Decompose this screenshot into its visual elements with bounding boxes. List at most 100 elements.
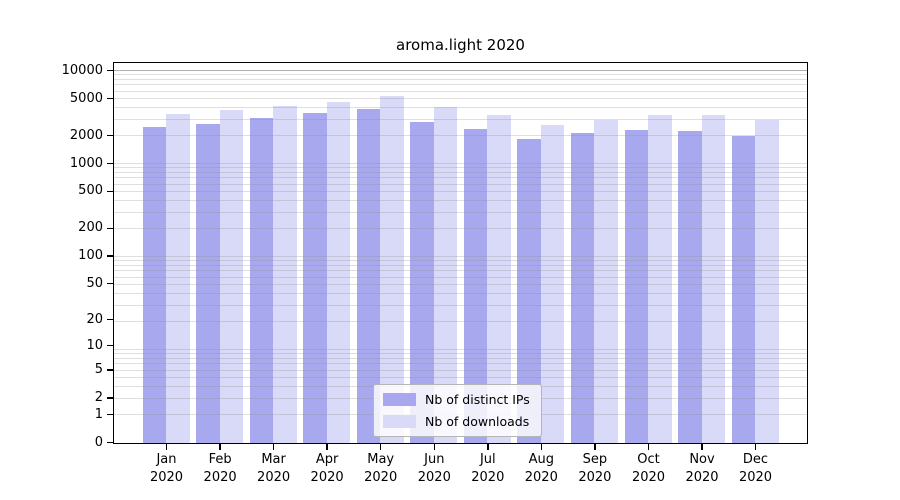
bar-downloads-apr <box>326 101 351 443</box>
x-tick-label: Feb 2020 <box>203 452 237 485</box>
gridline <box>114 228 807 229</box>
x-tick-mark <box>594 444 596 450</box>
gridline <box>114 167 807 169</box>
x-tick-label: Jul 2020 <box>471 452 505 485</box>
y-tick-label: 1000 <box>69 155 103 171</box>
x-tick-label: Oct 2020 <box>631 452 666 485</box>
y-tick-label: 5000 <box>69 90 103 106</box>
x-tick-mark <box>272 444 275 450</box>
bar-downloads-feb <box>219 110 243 443</box>
gridline <box>114 135 807 136</box>
y-tick-label: 500 <box>78 183 103 199</box>
bar-downloads-mar <box>273 105 297 443</box>
bar-distinct-ips-oct <box>624 129 648 443</box>
gridline <box>114 177 807 179</box>
x-tick-mark <box>487 444 489 450</box>
gridline <box>114 79 807 80</box>
gridline <box>114 183 807 185</box>
legend-swatch-distinct-ips <box>383 393 416 406</box>
gridline <box>114 353 807 355</box>
gridline <box>114 260 807 262</box>
x-tick-label: Nov 2020 <box>685 452 719 485</box>
y-tick-label: 50 <box>86 275 103 291</box>
gridline <box>114 293 807 294</box>
x-tick-mark <box>540 444 543 450</box>
bar-distinct-ips-jul <box>463 129 488 443</box>
x-tick-mark <box>754 444 757 450</box>
x-tick-label: Mar 2020 <box>257 452 291 485</box>
x-tick-mark <box>165 444 168 450</box>
x-tick-label: Aug 2020 <box>524 452 558 485</box>
bar-downloads-sep <box>594 120 618 443</box>
bar-downloads-oct <box>648 114 672 443</box>
gridline <box>114 304 807 306</box>
plot-area: Nb of distinct IPs Nb of downloads <box>113 62 808 444</box>
x-tick-label: Jan 2020 <box>149 452 184 485</box>
y-tick-label: 1 <box>94 406 103 422</box>
y-tick-label: 100 <box>78 248 103 264</box>
bar-downloads-jun <box>433 106 458 443</box>
bar-distinct-ips-apr <box>303 113 327 443</box>
chart-title: aroma.light 2020 <box>396 36 525 54</box>
gridline <box>114 191 807 192</box>
x-tick-mark <box>647 444 650 450</box>
gridline <box>114 321 807 322</box>
x-tick-label: Apr 2020 <box>310 452 344 485</box>
x-tick-label: Sep 2020 <box>578 452 612 485</box>
gridline <box>114 276 807 278</box>
y-tick-label: 2000 <box>69 127 103 143</box>
x-tick-mark <box>433 444 435 450</box>
y-tick-label: 5 <box>94 362 103 378</box>
gridline <box>114 74 807 76</box>
y-tick-label: 10000 <box>61 62 103 78</box>
gridline <box>114 118 807 120</box>
gridline <box>114 270 807 272</box>
bar-distinct-ips-sep <box>570 133 595 443</box>
legend: Nb of distinct IPs Nb of downloads <box>373 384 542 437</box>
bar-distinct-ips-may <box>356 109 381 443</box>
x-tick-mark <box>219 444 221 450</box>
y-tick-label: 200 <box>78 220 103 236</box>
gridline <box>114 90 807 92</box>
bar-downloads-may <box>380 95 404 443</box>
bar-downloads-jul <box>487 114 511 443</box>
bar-distinct-ips-dec <box>731 135 755 443</box>
bar-distinct-ips-jan <box>142 127 166 443</box>
gridline <box>114 84 807 86</box>
x-tick-mark <box>379 444 382 450</box>
x-tick-label: Jun 2020 <box>417 452 451 485</box>
gridline <box>114 200 807 201</box>
gridline <box>114 163 807 164</box>
gridline <box>114 358 807 359</box>
bar-downloads-dec <box>755 119 779 443</box>
y-tick-label: 10 <box>86 337 103 353</box>
legend-swatch-downloads <box>383 415 416 428</box>
legend-label-distinct-ips: Nb of distinct IPs <box>425 392 530 407</box>
y-tick-label: 0 <box>94 434 103 450</box>
x-tick-mark <box>326 444 328 450</box>
bar-downloads-jan <box>166 114 190 443</box>
x-tick-label: May 2020 <box>364 452 398 485</box>
bar-distinct-ips-aug <box>517 139 541 443</box>
legend-item-downloads: Nb of downloads <box>383 414 530 429</box>
gridline <box>114 369 807 371</box>
gridline <box>114 70 807 71</box>
gridline <box>114 172 807 173</box>
bar-downloads-aug <box>540 124 565 443</box>
y-tick-label: 2 <box>94 390 103 406</box>
bar-distinct-ips-feb <box>196 124 220 443</box>
gridline <box>114 211 807 213</box>
gridline <box>114 98 807 99</box>
x-tick-mark <box>701 444 703 450</box>
bar-downloads-nov <box>701 114 725 443</box>
gridline <box>114 377 807 378</box>
legend-item-distinct-ips: Nb of distinct IPs <box>383 392 530 407</box>
bars-layer <box>114 63 807 443</box>
gridline <box>114 256 807 257</box>
gridline <box>114 107 807 108</box>
bar-distinct-ips-nov <box>678 130 702 443</box>
bar-distinct-ips-mar <box>249 118 274 443</box>
gridline <box>114 284 807 285</box>
bar-distinct-ips-jun <box>410 121 434 443</box>
